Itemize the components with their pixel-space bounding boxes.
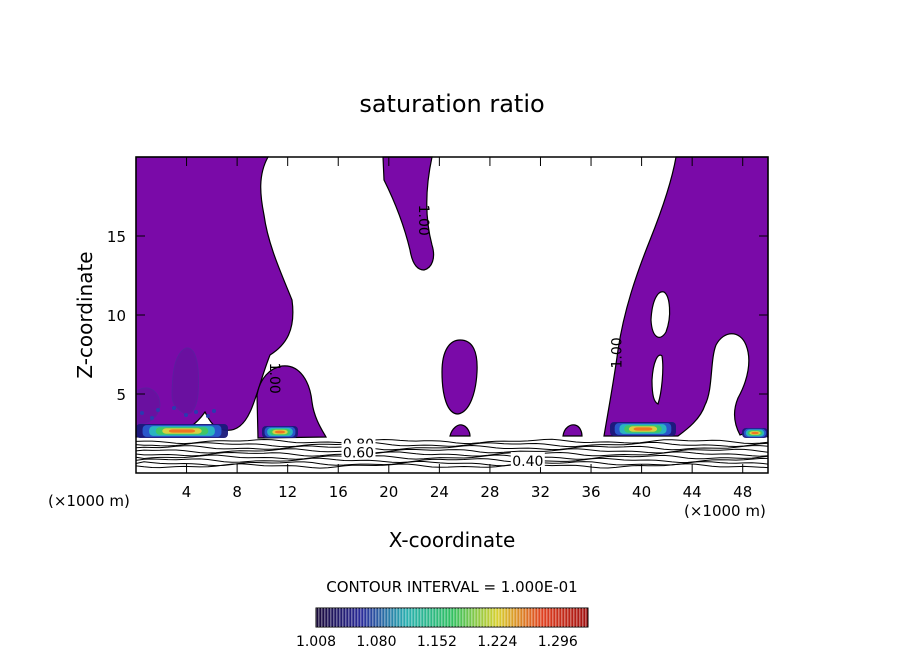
contour-label: 1.00 <box>415 205 431 236</box>
colorbar-label: 1.296 <box>538 634 578 650</box>
high-saturation-cores <box>136 406 768 438</box>
x-tick-label: 36 <box>581 483 600 501</box>
contour-line <box>135 454 769 460</box>
plot-area <box>135 156 769 474</box>
x-tick-labels: 4 8 12 16 20 24 28 32 36 40 44 48 <box>182 483 752 501</box>
contour-line <box>135 457 769 464</box>
inner-contour <box>137 387 161 425</box>
contour-line <box>135 451 769 457</box>
saturation-speck <box>212 409 216 413</box>
x-tick-label: 4 <box>182 483 192 501</box>
saturation-core-band <box>751 431 759 435</box>
x-axis-label: X-coordinate <box>389 528 516 552</box>
colorbar: 1.008 1.080 1.152 1.224 1.296 <box>296 607 589 650</box>
saturation-core-band <box>274 430 286 434</box>
contour-line <box>135 441 769 448</box>
contour-line <box>135 461 769 467</box>
contour-interval: CONTOUR INTERVAL = 1.000E-01 <box>326 578 577 596</box>
saturation-core-band <box>633 427 653 431</box>
contour-label: 0.60 <box>343 446 374 462</box>
x-tick-label: 20 <box>379 483 398 501</box>
supersaturated-region <box>603 156 769 438</box>
contour-line <box>135 438 769 445</box>
saturation-core-band <box>168 429 196 433</box>
x-tick-label: 32 <box>531 483 550 501</box>
saturation-speck <box>206 414 210 418</box>
contour-line <box>135 463 769 469</box>
saturation-speck <box>194 410 198 414</box>
chart-title: saturation ratio <box>359 90 544 118</box>
y-tick-label: 15 <box>107 228 126 246</box>
y-axis-label: Z-coordinate <box>73 251 97 378</box>
contour-label: 1.00 <box>266 363 282 394</box>
contour-labels: 1.001.001.000.800.600.40 <box>266 205 625 470</box>
supersaturated-region <box>382 156 435 271</box>
saturation-speck <box>156 408 160 412</box>
y-tick-labels: 5 10 15 <box>107 228 126 404</box>
inner-contour <box>171 347 199 415</box>
saturation-speck <box>140 411 144 415</box>
x-tick-label: 28 <box>480 483 499 501</box>
y-tick-label: 10 <box>107 307 126 325</box>
contour-line <box>135 444 769 451</box>
colorbar-label: 1.080 <box>356 634 396 650</box>
subsaturated-pocket <box>650 291 671 338</box>
supersaturated-region <box>256 365 328 439</box>
x-unit-left: (×1000 m) <box>48 492 130 510</box>
contour-label: 0.40 <box>512 454 543 470</box>
colorbar-label: 1.008 <box>296 634 336 650</box>
colorbar-labels: 1.008 1.080 1.152 1.224 1.296 <box>296 634 578 650</box>
colorbar-label: 1.152 <box>417 634 457 650</box>
saturation-speck <box>184 413 188 417</box>
saturation-speck <box>150 416 154 420</box>
colorbar-label: 1.224 <box>477 634 517 650</box>
x-unit-right: (×1000 m) <box>684 502 766 520</box>
x-tick-label: 48 <box>733 483 752 501</box>
x-tick-label: 8 <box>232 483 242 501</box>
x-tick-label: 40 <box>632 483 651 501</box>
saturation-speck <box>172 406 176 410</box>
supersaturated-region <box>562 424 583 437</box>
contour-label: 1.00 <box>609 337 625 368</box>
supersaturated-region <box>449 424 471 437</box>
x-tick-label: 12 <box>278 483 297 501</box>
y-tick-label: 5 <box>116 386 126 404</box>
x-tick-label: 44 <box>683 483 702 501</box>
subsaturated-contours <box>135 438 769 469</box>
x-tick-label: 16 <box>329 483 348 501</box>
supersaturated-region <box>441 339 478 415</box>
subsaturated-pocket <box>651 354 664 405</box>
x-tick-label: 24 <box>430 483 449 501</box>
supersaturation-regions <box>135 156 769 439</box>
